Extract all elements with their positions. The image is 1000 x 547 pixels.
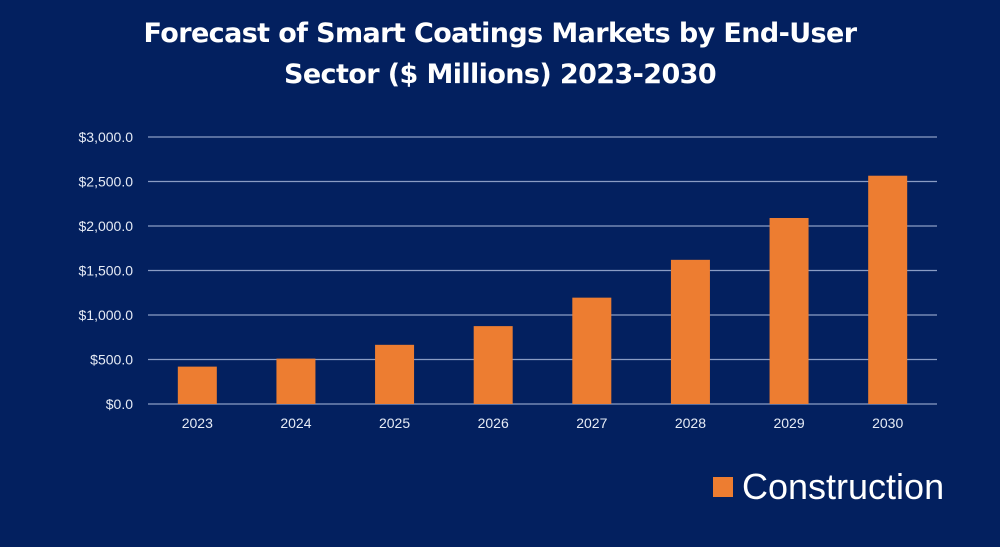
chart-title-line-2: Sector ($ Millions) 2023-2030 [283,59,717,90]
legend-swatch-construction [713,477,733,497]
bar-2026 [473,326,513,404]
bar-2029 [769,217,809,404]
bar-2025 [375,344,415,404]
bar-2024 [276,358,316,404]
chart-title-line-1: Forecast of Smart Coatings Markets by En… [143,18,857,49]
legend: Construction [713,466,944,508]
y-tick-label: $500.0 [90,352,133,368]
x-tick-label: 2024 [280,415,311,431]
bar-2023 [177,366,217,404]
x-tick-label: 2026 [478,415,509,431]
bar-2030 [868,175,908,404]
x-tick-label: 2028 [675,415,706,431]
x-tick-label: 2029 [773,415,804,431]
y-tick-label: $1,000.0 [79,307,134,323]
y-tick-label: $3,000.0 [79,129,134,145]
x-tick-label: 2030 [872,415,903,431]
x-tick-label: 2023 [182,415,213,431]
legend-label-construction: Construction [742,466,945,507]
y-tick-label: $2,500.0 [79,174,134,190]
bar-2028 [670,259,710,404]
bar-2027 [572,297,612,404]
y-tick-label: $1,500.0 [79,263,134,279]
x-tick-label: 2027 [576,415,607,431]
y-tick-label: $0.0 [106,396,133,412]
x-tick-label: 2025 [379,415,410,431]
y-tick-label: $2,000.0 [79,218,134,234]
